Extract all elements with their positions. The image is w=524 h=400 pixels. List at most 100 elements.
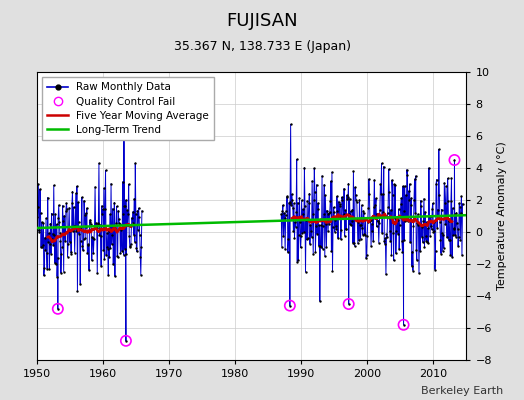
Point [120,128,128,134]
Point [103,244,111,250]
Point [307,227,315,234]
Point [47,250,55,257]
Point [103,229,112,236]
Point [79,247,87,254]
Point [408,263,416,270]
Point [115,220,124,226]
Point [354,240,362,246]
Point [405,196,413,203]
Point [109,261,117,268]
Point [325,220,333,227]
Point [138,208,146,214]
Point [279,202,287,208]
Point [67,249,75,256]
Point [63,206,71,212]
Point [391,182,399,188]
Point [282,207,290,214]
Point [281,246,289,252]
Point [118,179,127,185]
Point [400,236,408,243]
Point [401,192,410,198]
Point [132,210,140,217]
Point [301,269,310,275]
Point [387,252,396,258]
Point [320,210,328,217]
Point [429,200,437,207]
Point [83,250,92,256]
Point [383,231,391,238]
Point [394,231,402,237]
Point [122,338,130,344]
Point [386,228,394,234]
Point [123,222,132,229]
Point [336,203,344,210]
Point [97,203,106,209]
Point [127,241,135,247]
Point [333,208,342,214]
Point [349,168,357,174]
Point [72,227,81,234]
Point [422,238,430,244]
Point [44,238,52,245]
Point [298,197,306,204]
Point [112,220,120,226]
Point [343,192,351,198]
Point [73,288,82,294]
Point [441,200,449,206]
Point [441,220,450,227]
Point [394,217,402,224]
Point [329,224,337,230]
Point [105,254,114,260]
Point [403,172,412,178]
Point [361,230,369,237]
Point [102,252,110,258]
Point [48,231,57,237]
Point [434,213,442,220]
Point [43,194,52,201]
Point [315,222,323,229]
Point [40,272,48,278]
Point [126,244,135,250]
Point [431,248,440,255]
Point [309,211,317,218]
Point [43,266,51,272]
Point [449,205,457,211]
Point [53,273,61,280]
Point [338,196,346,203]
Point [434,146,443,153]
Point [296,219,304,225]
Point [402,166,411,173]
Point [297,244,305,251]
Point [427,223,435,229]
Point [380,238,388,244]
Point [407,202,415,208]
Point [71,223,80,229]
Point [89,235,97,242]
Point [56,237,64,244]
Point [415,270,423,276]
Point [364,204,373,211]
Point [406,239,414,246]
Point [370,214,379,221]
Point [137,272,145,278]
Point [114,208,123,214]
Point [348,206,356,213]
Point [36,186,44,192]
Point [110,199,118,206]
Point [39,220,48,227]
Point [454,242,462,249]
Point [426,233,434,239]
Point [452,234,460,240]
Point [319,222,328,229]
Point [37,244,45,250]
Point [77,224,85,230]
Point [58,244,66,250]
Point [111,273,119,280]
Point [295,195,303,201]
Point [71,249,79,256]
Point [113,252,121,259]
Point [73,183,81,190]
Point [340,211,348,217]
Point [346,221,354,228]
Point [407,195,416,201]
